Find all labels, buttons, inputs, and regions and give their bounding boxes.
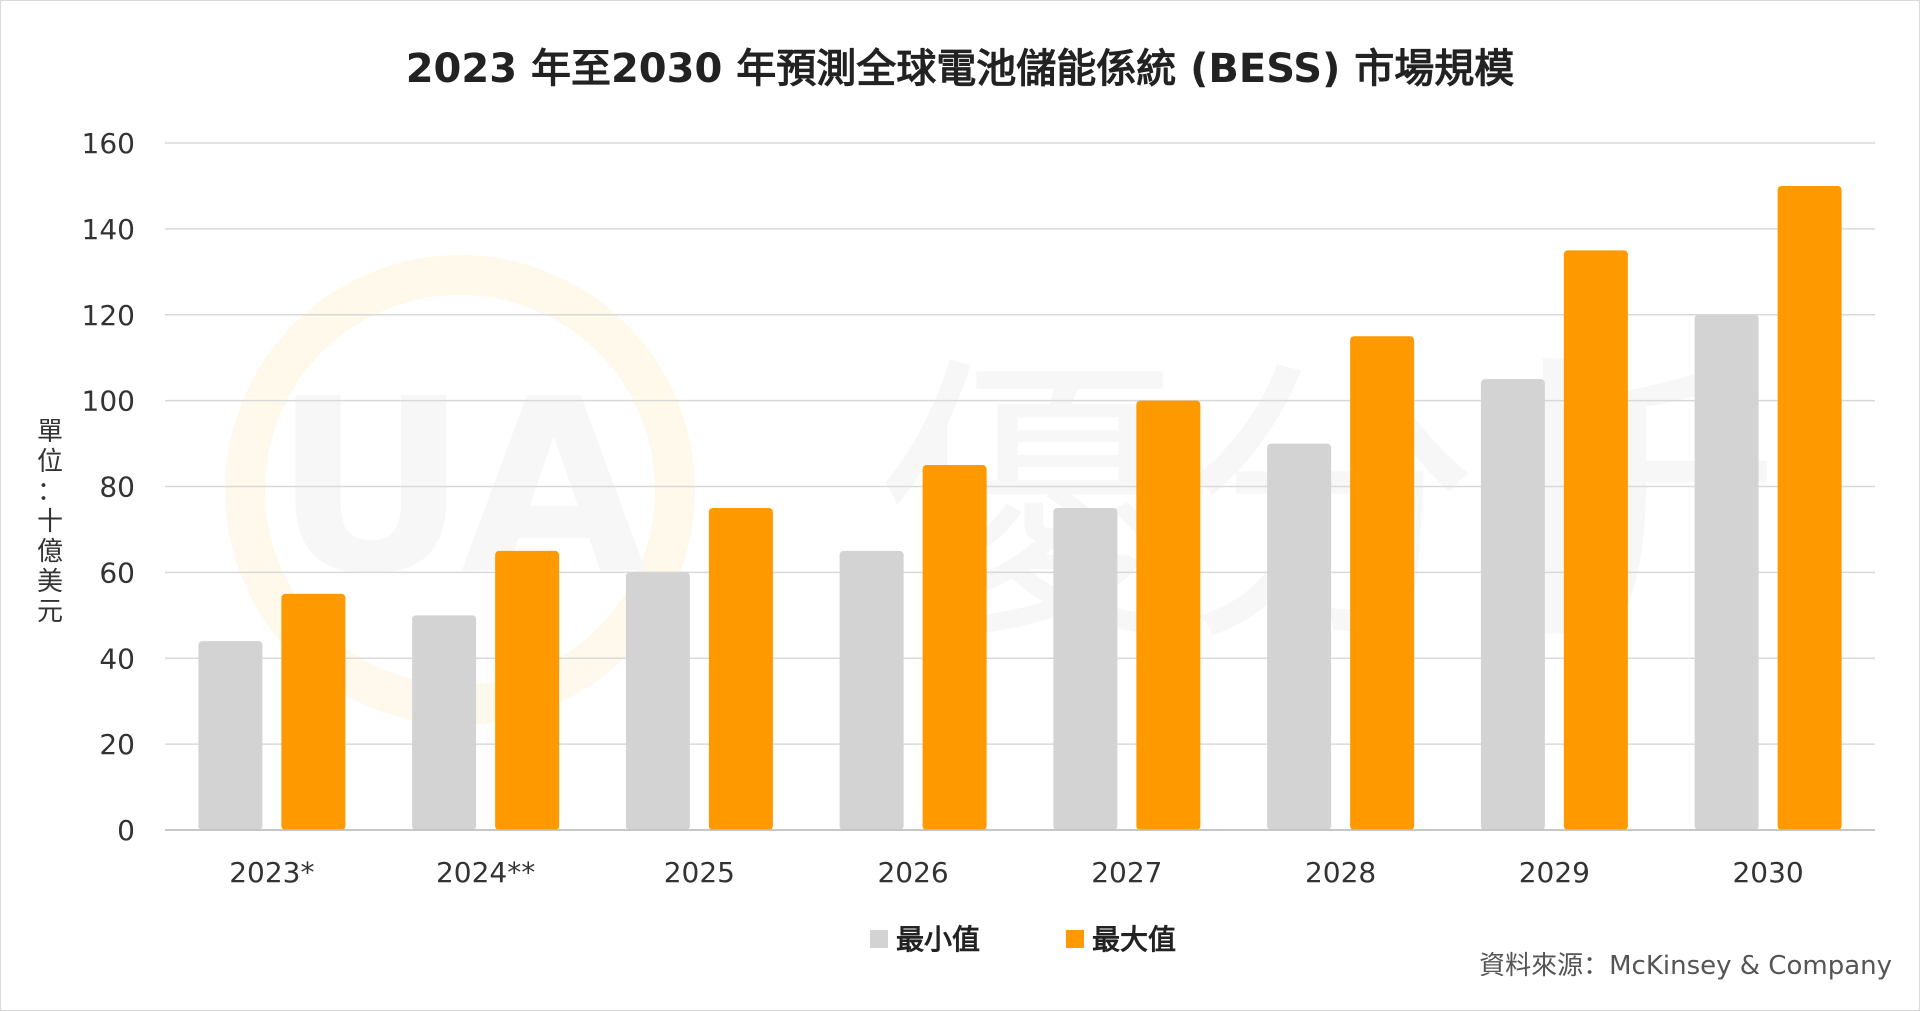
x-tick-label: 2023* [229,856,314,889]
bar-max-0 [281,593,346,830]
bar-min-7 [1694,314,1759,830]
legend-swatch-0 [870,930,888,948]
x-tick-label: 2029 [1519,856,1590,889]
x-axis-ticks: 2023* 2024** 2025 2026 2027 2028 2029 2030 [229,856,1804,889]
y-tick-label: 140 [82,213,135,246]
x-tick-label: 2024** [436,856,535,889]
bar-max-2 [708,507,773,830]
bar-max-3 [922,465,987,830]
x-tick-label: 2028 [1305,856,1376,889]
y-tick-label: 20 [99,728,135,761]
x-tick-label: 2025 [664,856,735,889]
y-tick-label: 160 [82,127,135,160]
chart-title: 2023 年至2030 年預測全球電池儲能係統 (BESS) 市場規模 [406,46,1515,92]
bar-max-4 [1136,400,1201,830]
bar-min-3 [839,550,904,830]
legend-label-0: 最小值 [896,923,980,956]
y-tick-label: 100 [82,385,135,418]
source-note: 資料來源：McKinsey & Company [1479,951,1892,981]
bar-min-5 [1267,443,1332,830]
bar-max-7 [1777,185,1842,830]
x-tick-label: 2030 [1732,856,1803,889]
y-tick-label: 80 [99,471,135,504]
x-tick-label: 2026 [877,856,948,889]
bar-max-6 [1563,250,1628,830]
bar-min-1 [412,615,477,830]
legend-label-1: 最大值 [1092,923,1176,956]
y-tick-label: 120 [82,299,135,332]
y-tick-label: 0 [117,814,135,847]
bar-min-0 [198,641,263,830]
y-tick-label: 60 [99,556,135,589]
bar-min-4 [1053,507,1118,830]
y-tick-label: 40 [99,642,135,675]
y-axis-ticks: 0 20 40 60 80 100 120 140 160 [82,127,135,847]
legend: 最小值 最大值 [870,923,1176,956]
y-axis-label: 單位：十億美元 [37,417,63,627]
bar-max-1 [495,550,560,830]
legend-swatch-1 [1066,930,1084,948]
bars [165,185,1875,831]
bar-min-6 [1480,379,1545,830]
x-tick-label: 2027 [1091,856,1162,889]
bar-min-2 [625,572,690,830]
bar-max-5 [1350,336,1415,830]
